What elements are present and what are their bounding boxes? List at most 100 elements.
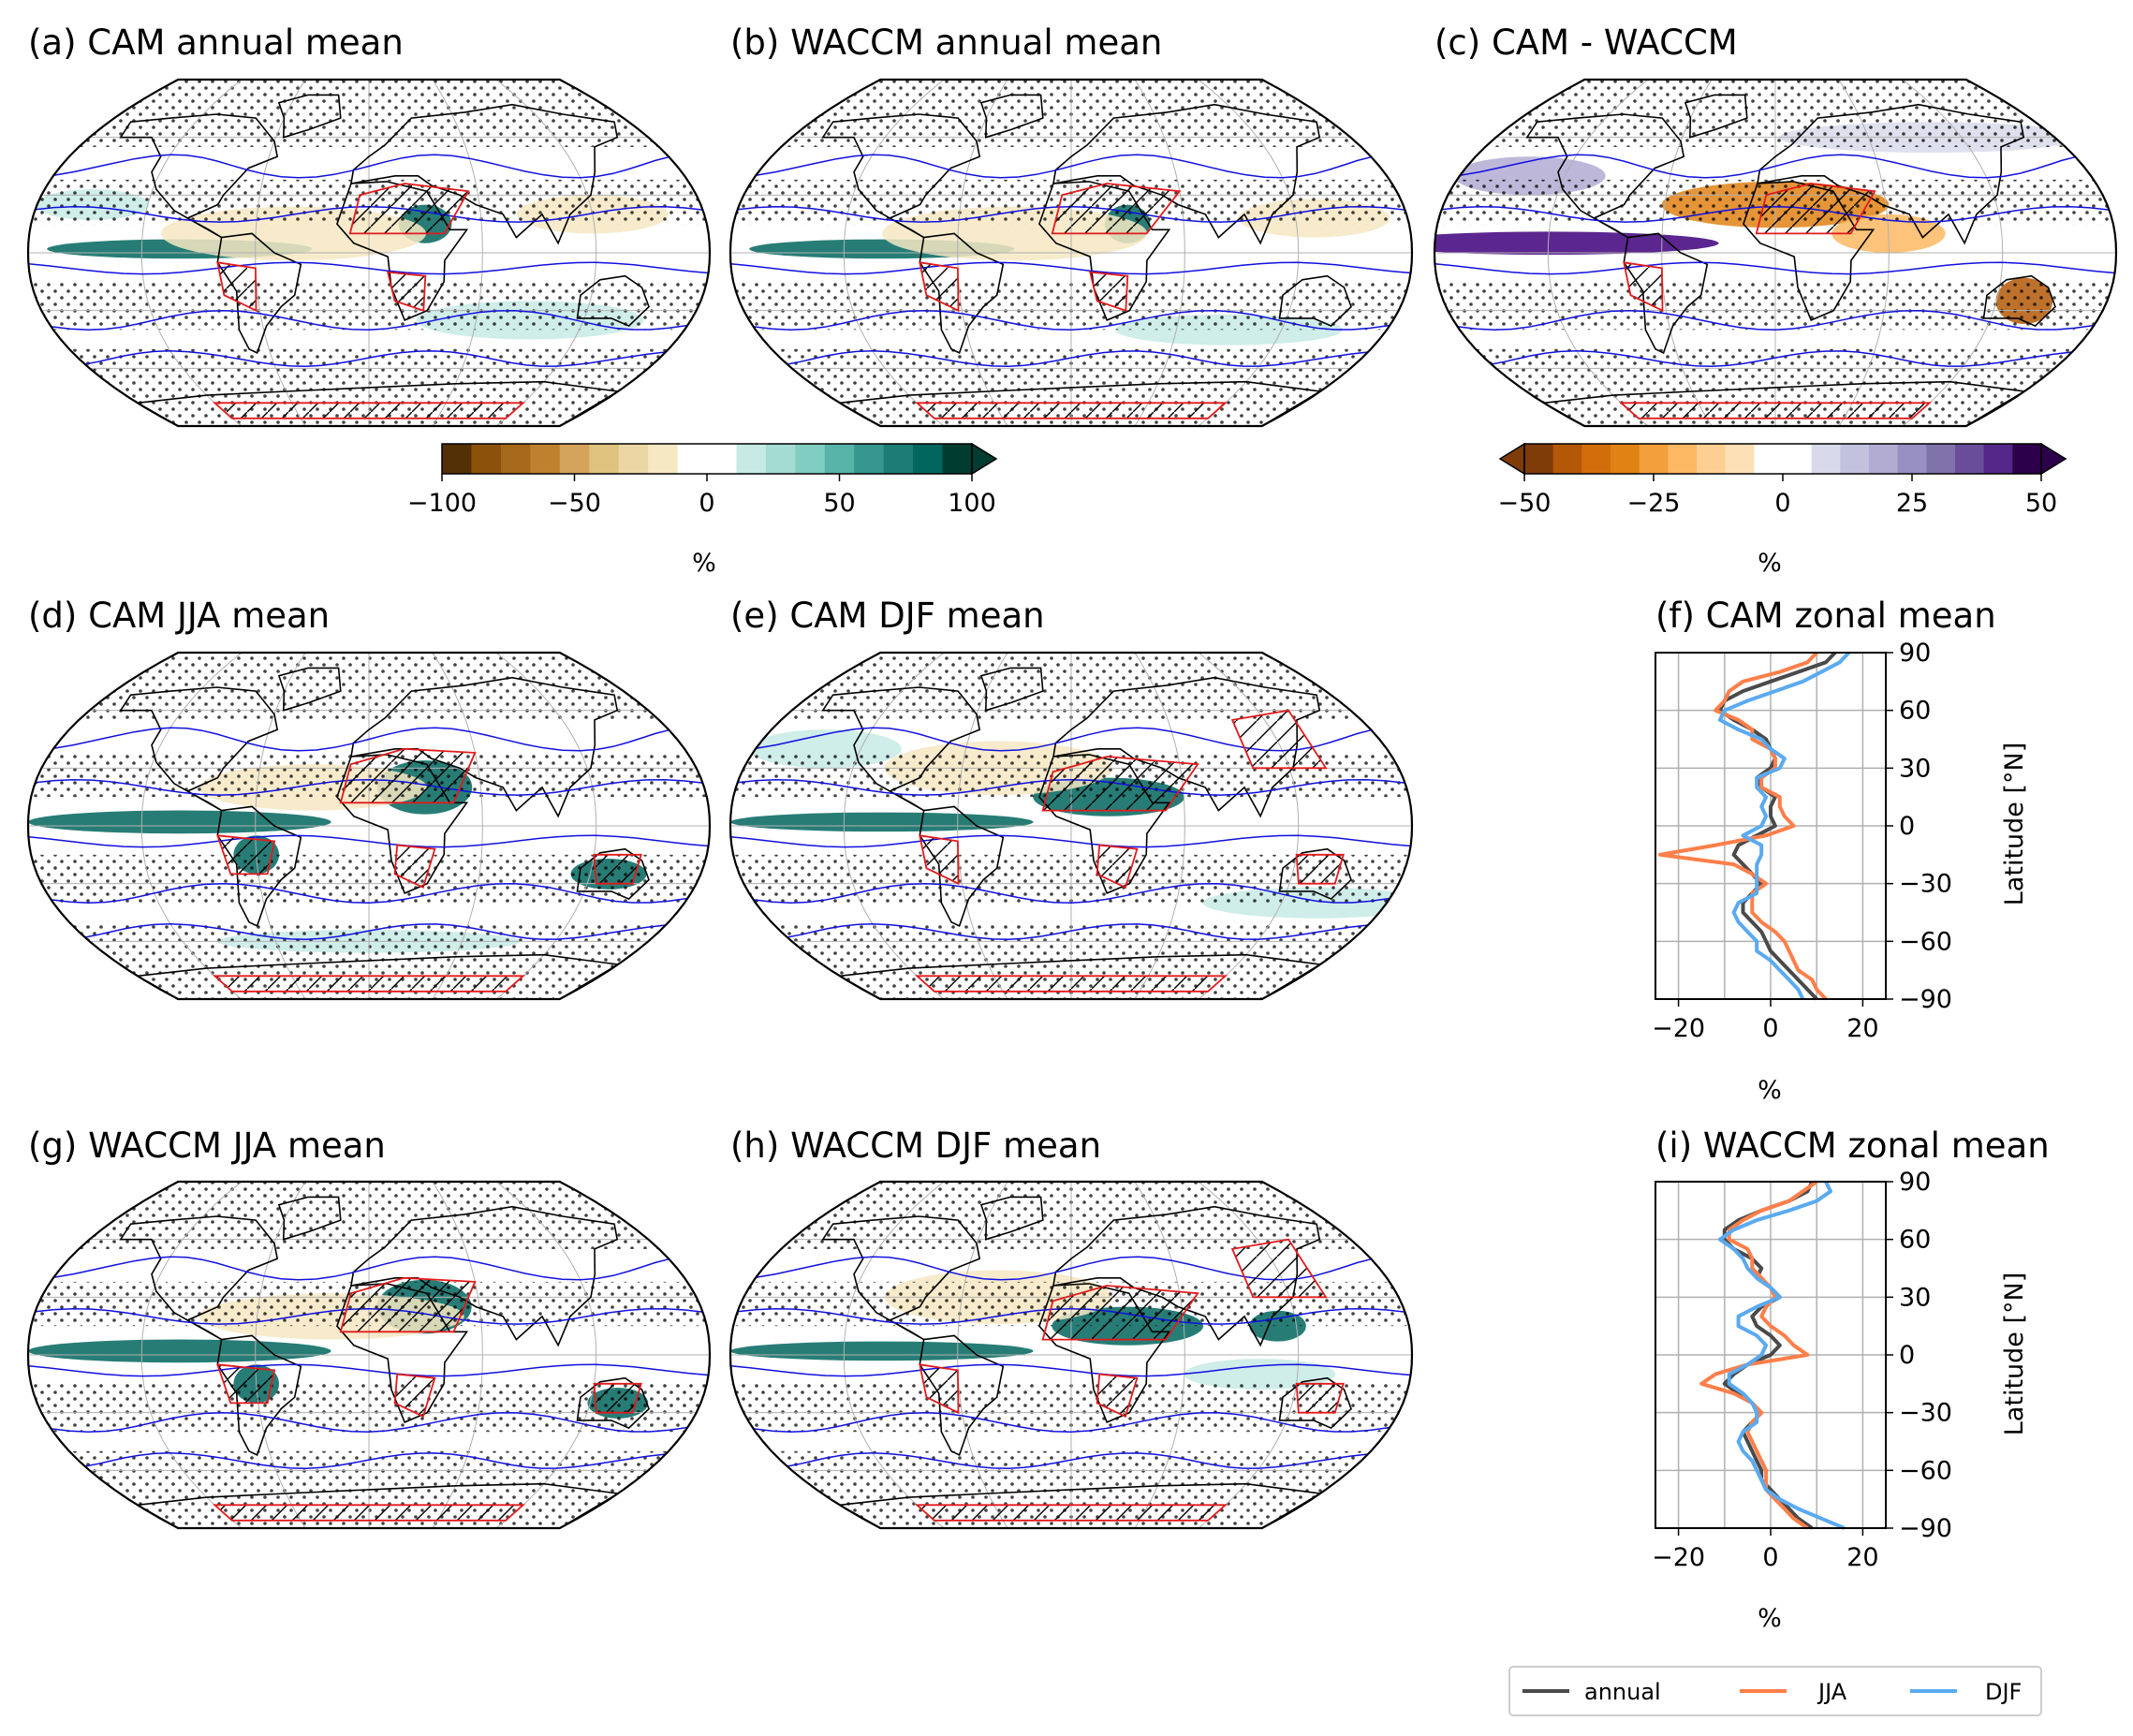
y-tick-label: −90 <box>1899 985 1952 1014</box>
colorbar-main: −100 −50 0 50 100 <box>407 442 998 518</box>
colorbar-segment <box>736 444 767 474</box>
colorbar-segment <box>1639 444 1669 474</box>
gridline-lon <box>495 1182 597 1528</box>
gridline-lon <box>1134 1182 1185 1528</box>
contour-red-0 <box>339 1276 477 1333</box>
hatch-region-0 <box>340 1277 476 1332</box>
contour-red-1 <box>215 834 276 875</box>
hatch-region-3 <box>594 854 641 884</box>
contour-red-2 <box>393 1373 436 1419</box>
map-field-e <box>730 653 1412 999</box>
anomaly-patch-0 <box>730 812 1034 832</box>
coastline-5 <box>277 1196 342 1241</box>
colorbar-segment <box>589 444 620 474</box>
y-tick-label: 60 <box>1899 697 1931 726</box>
panel-title-e: (e) CAM DJF mean <box>730 596 1045 636</box>
map-panel-c <box>1433 78 2118 428</box>
hatch-region-3 <box>594 1383 641 1413</box>
series-line-jja <box>1699 1180 1818 1530</box>
gridline-lon <box>1902 80 2004 426</box>
hatch-antarctic <box>214 1505 523 1521</box>
coastline-5 <box>277 94 342 139</box>
colorbar-segment <box>1811 444 1841 474</box>
zonal-f-ylabel: Latitude [°N] <box>2000 743 2029 905</box>
x-tick-label: 20 <box>1846 1543 1878 1572</box>
contour-red-0 <box>1755 183 1876 235</box>
colorbar-extend-max <box>971 442 998 476</box>
colorbar-segment <box>648 444 679 474</box>
colorbar-segment <box>1754 444 1784 474</box>
contour-red-2 <box>1096 1373 1139 1419</box>
hatch-region-0 <box>340 748 476 803</box>
colorbar-segment <box>1840 444 1870 474</box>
contour-red-4 <box>1230 709 1328 770</box>
contour-red-1 <box>216 261 257 313</box>
y-tick-label: −60 <box>1899 1456 1952 1485</box>
contour-red-3 <box>1295 853 1345 885</box>
colorbar-tick-label: 25 <box>1896 489 1928 518</box>
colorbar-tick-label: 0 <box>1774 489 1790 518</box>
contour-blue-2 <box>1434 261 2115 275</box>
contour-blue-2 <box>28 1363 709 1377</box>
colorbar-segment <box>471 444 502 474</box>
map-border <box>26 78 712 428</box>
coastline-4 <box>576 847 650 901</box>
hatch-region-4 <box>1232 1239 1326 1298</box>
coastline-4 <box>1982 274 2056 328</box>
colorbar-tick-label: 100 <box>948 489 996 518</box>
anomaly-patch-0 <box>730 1341 1034 1361</box>
hatch-region-1 <box>919 1364 959 1413</box>
contour-blue-3 <box>51 309 688 331</box>
colorbar-main-label: % <box>692 549 716 578</box>
contour-blue-4 <box>1491 350 2073 367</box>
contour-blue-4 <box>787 350 1369 367</box>
legend-label-djf: DJF <box>1985 1679 2022 1705</box>
y-tick-label: −60 <box>1899 927 1952 956</box>
contour-blue-3 <box>51 882 688 904</box>
map-border <box>728 651 1414 1001</box>
contour-red-antarctic <box>914 1504 1228 1522</box>
zonal-i-xlabel: % <box>1758 1604 1782 1633</box>
colorbar-segment <box>1926 444 1956 474</box>
gridline-lon <box>255 1182 306 1528</box>
contour-blue-2 <box>28 261 709 275</box>
gridline-lon <box>432 80 483 426</box>
hatch-region-0 <box>349 184 469 234</box>
contour-blue-3 <box>753 882 1390 904</box>
coastline-0 <box>821 113 981 239</box>
coastline-0 <box>821 1215 981 1341</box>
contour-blue-0 <box>53 154 669 179</box>
gridline-lon <box>255 653 306 999</box>
gridline-lon <box>957 80 1008 426</box>
contour-red-antarctic <box>914 975 1228 993</box>
map-panel-b <box>728 78 1414 428</box>
x-tick-label: 0 <box>1762 1543 1778 1572</box>
contour-red-0 <box>1041 756 1199 812</box>
colorbar-segment <box>1955 444 1985 474</box>
gridline-lon <box>843 1182 945 1528</box>
contour-blue-2 <box>730 1363 1411 1377</box>
contour-blue-2 <box>28 834 709 848</box>
hatch-region-2 <box>1096 845 1138 888</box>
panel-title-a: (a) CAM annual mean <box>28 22 404 63</box>
hatch-antarctic <box>917 1505 1226 1521</box>
gridline-lon <box>432 653 483 999</box>
gridline-lon <box>1198 80 1300 426</box>
colorbar-segment <box>1983 444 2013 474</box>
hatch-region-2 <box>1096 1374 1138 1417</box>
gridline-lon <box>843 80 945 426</box>
gridline-lon <box>495 80 597 426</box>
coastline-6 <box>135 953 621 999</box>
gridline-lon <box>1134 80 1185 426</box>
contour-blue-4 <box>84 1452 667 1469</box>
hatch-region-3 <box>1296 1383 1344 1413</box>
coastline-0 <box>821 686 981 812</box>
x-tick-label: −20 <box>1652 1014 1705 1043</box>
coastline-5 <box>979 667 1044 712</box>
gridline-lon <box>432 1182 483 1528</box>
contour-blue-4 <box>787 1452 1369 1469</box>
colorbar-segment <box>883 444 914 474</box>
colorbar-segment <box>442 444 472 474</box>
colorbar-segment <box>500 444 531 474</box>
contour-red-0 <box>348 183 470 235</box>
